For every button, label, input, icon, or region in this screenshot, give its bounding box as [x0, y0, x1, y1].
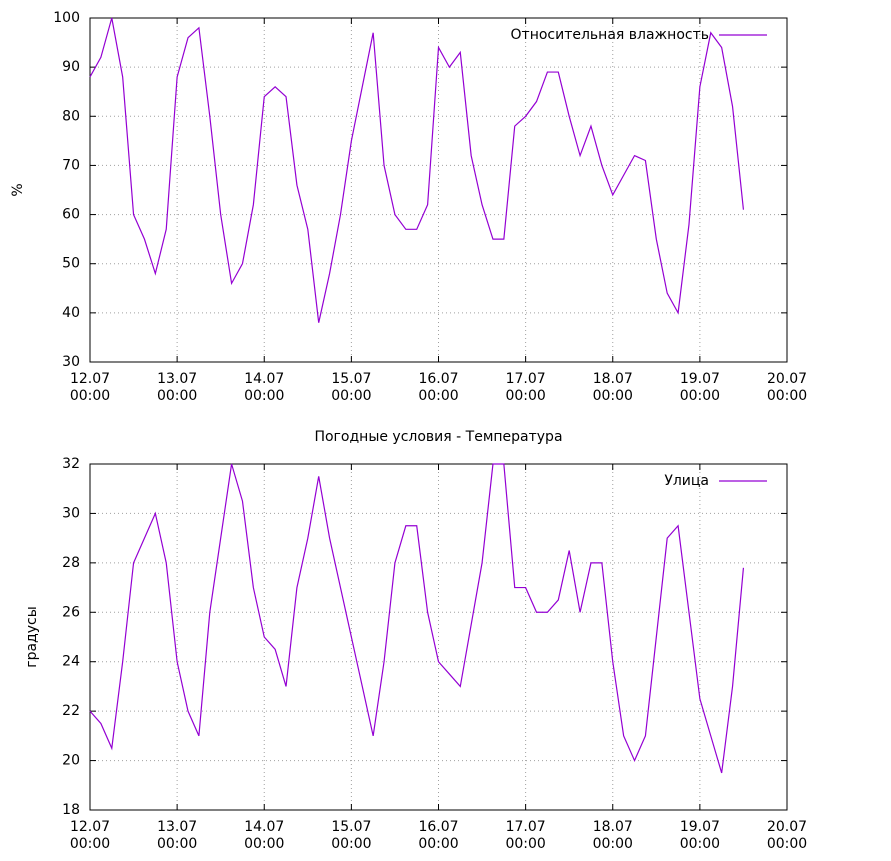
y-tick-label: 30	[62, 505, 80, 521]
x-tick-label: 16.07 00:00	[418, 371, 459, 404]
x-tick-label: 15.07 00:00	[331, 371, 372, 404]
x-tick-label: 17.07 00:00	[505, 371, 546, 404]
y-tick-label: 22	[62, 703, 80, 719]
y-tick-label: 30	[62, 354, 80, 370]
data-line	[89, 463, 745, 774]
x-tick-label: 19.07 00:00	[679, 819, 721, 852]
data-line	[89, 17, 745, 323]
x-tick-label: 16.07 00:00	[418, 819, 459, 852]
y-tick-label: 40	[62, 305, 80, 321]
x-tick-label: 12.07 00:00	[69, 371, 111, 404]
x-tick-label: 13.07 00:00	[156, 371, 198, 404]
x-tick-label: 13.07 00:00	[156, 819, 198, 852]
y-tick-label: 28	[62, 555, 80, 571]
chart-title: Погодные условия - Температура	[314, 429, 562, 445]
y-tick-label: 60	[62, 207, 80, 223]
y-tick-label: 32	[62, 456, 80, 472]
y-tick-label: 18	[62, 802, 80, 818]
plot-frame	[89, 17, 788, 363]
legend-label: Улица	[664, 473, 709, 489]
x-tick-label: 18.07 00:00	[592, 371, 633, 404]
y-tick-label: 26	[62, 604, 80, 620]
x-tick-label: 12.07 00:00	[69, 819, 111, 852]
legend-label: Относительная влажность	[511, 27, 709, 43]
y-tick-label: 70	[62, 157, 80, 173]
y-tick-label: 50	[62, 256, 80, 272]
y-tick-label: 20	[62, 753, 80, 769]
y-axis-label: градусы	[24, 606, 40, 668]
y-tick-label: 80	[62, 108, 80, 124]
x-tick-label: 19.07 00:00	[679, 371, 721, 404]
x-tick-label: 17.07 00:00	[505, 819, 546, 852]
y-tick-label: 100	[53, 10, 80, 26]
y-axis-label: %	[10, 183, 26, 196]
x-tick-label: 20.07 00:00	[766, 819, 808, 852]
y-tick-label: 24	[62, 654, 80, 670]
x-tick-label: 14.07 00:00	[244, 371, 285, 404]
x-tick-label: 14.07 00:00	[244, 819, 285, 852]
y-tick-label: 90	[62, 59, 80, 75]
x-tick-label: 18.07 00:00	[592, 819, 633, 852]
plot-frame	[89, 463, 788, 811]
x-tick-label: 20.07 00:00	[766, 371, 808, 404]
x-tick-label: 15.07 00:00	[331, 819, 372, 852]
